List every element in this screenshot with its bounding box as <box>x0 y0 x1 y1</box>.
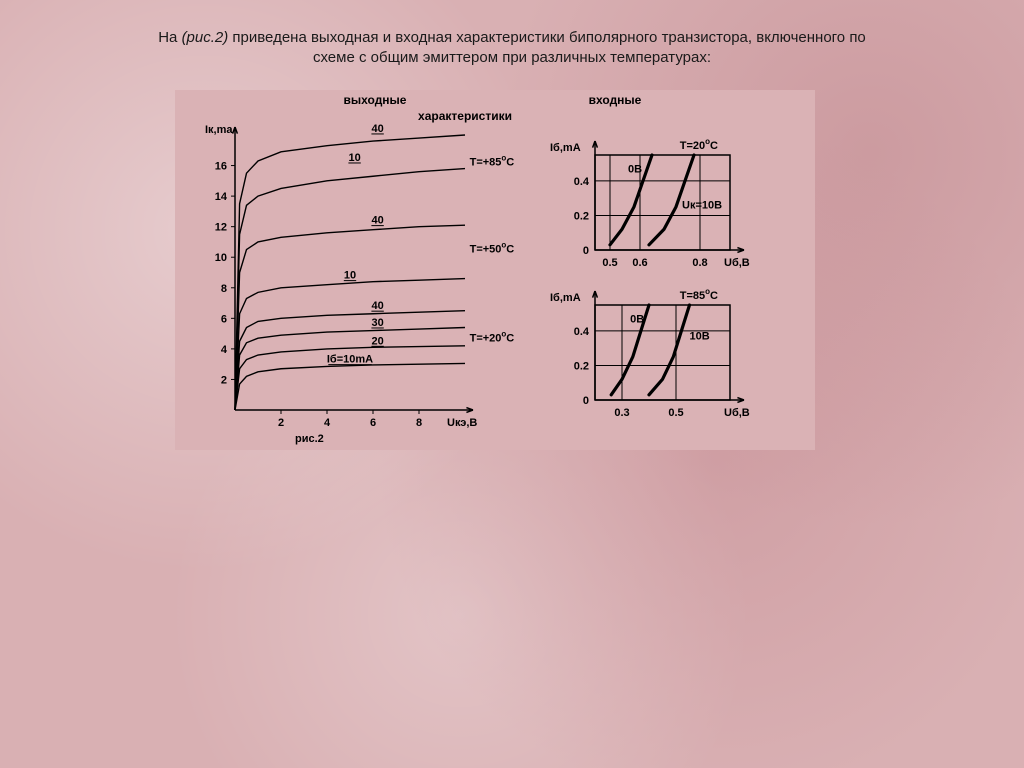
svg-text:10B: 10B <box>690 331 710 343</box>
svg-text:Uб,B: Uб,B <box>724 257 750 269</box>
svg-text:T=+20oC: T=+20oC <box>470 329 515 344</box>
svg-text:Uкэ,B: Uкэ,B <box>447 417 477 429</box>
svg-text:0.5: 0.5 <box>668 407 683 419</box>
svg-text:20: 20 <box>371 335 383 347</box>
svg-text:0.3: 0.3 <box>614 407 629 419</box>
svg-text:Uб,B: Uб,B <box>724 407 750 419</box>
svg-text:0.4: 0.4 <box>574 176 590 188</box>
caption: На (рис.2) приведена выходная и входная … <box>0 28 1024 69</box>
svg-text:40: 40 <box>371 123 383 135</box>
svg-text:Iб,mA: Iб,mA <box>550 292 581 304</box>
svg-text:0.4: 0.4 <box>574 326 590 338</box>
svg-text:8: 8 <box>416 417 422 429</box>
caption-rest: приведена выходная и входная характерист… <box>228 29 866 46</box>
svg-text:6: 6 <box>221 313 227 325</box>
svg-text:0.8: 0.8 <box>692 257 707 269</box>
svg-text:Iк,ma: Iк,ma <box>205 124 233 136</box>
svg-text:4: 4 <box>221 344 228 356</box>
svg-text:4: 4 <box>324 417 331 429</box>
svg-text:40: 40 <box>371 215 383 227</box>
svg-text:0.2: 0.2 <box>574 210 589 222</box>
svg-text:T=20oC: T=20oC <box>680 137 718 152</box>
diagram-container: выходные входные характеристики 2 4 6 8 2 4 6 8 10 1… <box>175 90 815 450</box>
svg-text:T=+50oC: T=+50oC <box>470 241 515 256</box>
svg-text:входные: входные <box>589 93 642 107</box>
svg-text:Iб,mA: Iб,mA <box>550 142 581 154</box>
svg-text:14: 14 <box>215 191 228 203</box>
svg-text:Iб=10mA: Iб=10mA <box>327 354 373 366</box>
svg-text:0: 0 <box>583 395 589 407</box>
svg-text:16: 16 <box>215 161 227 173</box>
svg-text:30: 30 <box>371 317 383 329</box>
svg-text:10: 10 <box>344 270 356 282</box>
caption-italic: (рис.2) <box>182 29 229 46</box>
svg-text:10: 10 <box>215 252 227 264</box>
diagram-svg: выходные входные характеристики 2 4 6 8 2 4 6 8 10 1… <box>175 90 815 450</box>
svg-text:0.2: 0.2 <box>574 360 589 372</box>
svg-text:0B: 0B <box>628 163 642 175</box>
caption-line2: схеме с общим эмиттером при различных те… <box>313 49 711 66</box>
svg-text:10: 10 <box>348 152 360 164</box>
svg-text:12: 12 <box>215 222 227 234</box>
svg-text:рис.2: рис.2 <box>295 433 324 445</box>
svg-text:40: 40 <box>371 300 383 312</box>
svg-text:6: 6 <box>370 417 376 429</box>
svg-text:характеристики: характеристики <box>418 109 512 123</box>
svg-text:T=85oC: T=85oC <box>680 287 718 302</box>
svg-text:0.6: 0.6 <box>632 257 647 269</box>
svg-text:2: 2 <box>221 374 227 386</box>
svg-text:8: 8 <box>221 283 227 295</box>
caption-prefix: На <box>158 29 181 46</box>
svg-text:Uк=10B: Uк=10B <box>682 200 722 212</box>
svg-text:2: 2 <box>278 417 284 429</box>
svg-text:0.5: 0.5 <box>602 257 617 269</box>
page-background: На (рис.2) приведена выходная и входная … <box>0 0 1024 768</box>
svg-text:0: 0 <box>583 245 589 257</box>
svg-text:выходные: выходные <box>344 93 407 107</box>
svg-text:T=+85oC: T=+85oC <box>470 154 515 169</box>
svg-text:0B: 0B <box>630 313 644 325</box>
